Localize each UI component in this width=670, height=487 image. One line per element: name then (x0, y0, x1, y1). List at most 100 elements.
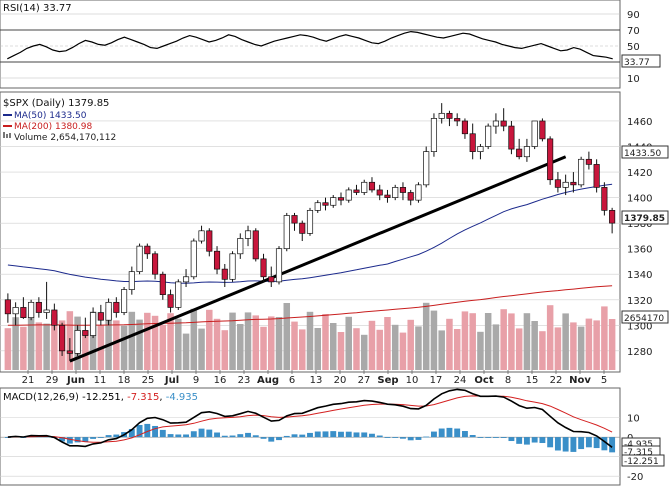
macd-hist-bar (314, 431, 321, 438)
candle-body (66, 350, 73, 354)
candle-body (322, 202, 329, 206)
x-tick-label: 10 (406, 375, 419, 386)
volume-bar (407, 319, 414, 370)
macd-hist-bar (578, 437, 585, 450)
volume-bar (120, 325, 128, 370)
rsi-tick-label: 50 (627, 42, 640, 53)
volume-bar (577, 326, 585, 370)
volume-bar (291, 321, 298, 370)
volume-bar (229, 312, 236, 370)
macd-line (7, 388, 613, 448)
candle-body (43, 309, 50, 313)
volume-bar (20, 326, 27, 370)
candle-body (28, 301, 35, 318)
candle-body (492, 120, 499, 127)
macd-hist-bar (245, 432, 251, 438)
price-tick-label: 1420 (627, 168, 652, 179)
macd-signal-line (7, 395, 613, 443)
volume-bar (446, 318, 453, 370)
rsi-value-box: 33.77 (621, 54, 661, 68)
macd-hist-bar (128, 428, 135, 438)
volume-bar (593, 320, 600, 370)
price-tick-label: 1340 (627, 270, 652, 281)
candle-body (461, 120, 468, 135)
volume-bar (368, 320, 376, 370)
macd-hist-bar (485, 437, 492, 438)
macd-hist-bar (547, 437, 554, 448)
candle-body (554, 179, 561, 188)
volume-bar (477, 331, 484, 370)
volume-bar (244, 312, 252, 370)
x-tick-label: Oct (474, 375, 493, 386)
volume-bar (500, 309, 507, 370)
volume-bar (175, 318, 182, 370)
macd-hist-bar (500, 437, 507, 438)
ma200-legend: MA(200) 1380.98 (3, 122, 92, 132)
candle-body (578, 158, 585, 186)
svg-text:MA(50) 1433.50: MA(50) 1433.50 (14, 111, 87, 121)
candle-body (167, 294, 174, 308)
x-tick-label: 24 (454, 375, 467, 386)
macd-hist-bar (384, 437, 391, 438)
macd-hist-bar (190, 431, 197, 438)
x-tick-label: 11 (94, 375, 107, 386)
volume-bar (554, 327, 562, 370)
macd-hist-bar (461, 431, 468, 438)
rsi-tick-label: 70 (627, 26, 640, 37)
macd-hist-bar (400, 437, 406, 439)
macd-hist-bar (423, 436, 430, 438)
candle-body (353, 189, 360, 193)
volume-bar (144, 312, 151, 370)
macd-hist-bar (159, 429, 166, 438)
volume-bar (329, 323, 337, 370)
volume-bar (105, 308, 112, 370)
svg-text:-12.251: -12.251 (624, 457, 659, 467)
candle-body (361, 181, 368, 193)
volume-bar (508, 313, 515, 370)
candle-body (291, 215, 298, 224)
volume-bar (391, 324, 399, 370)
macd-hist-bar (74, 437, 81, 443)
candle-body (531, 120, 538, 147)
macd-hist-bar (477, 437, 484, 438)
macd-hist-bar (183, 434, 189, 438)
symbol-label: $SPX (Daily) 1379.85 (3, 98, 109, 109)
candle-body (601, 187, 608, 211)
x-tick-label: Jun (66, 375, 85, 386)
macd-hist-bar (407, 437, 414, 441)
macd-hist-bar (531, 437, 538, 443)
macd-hist-bar (283, 435, 290, 438)
x-tick-label: 16 (214, 375, 227, 386)
candle-body (159, 273, 166, 296)
candle-body (12, 307, 19, 315)
candle-body (399, 187, 407, 193)
macd-hist-bar (431, 431, 437, 438)
x-tick-label: 18 (118, 375, 131, 386)
volume-bar (136, 319, 143, 370)
candle-body (35, 301, 42, 313)
volume-bar (275, 317, 283, 370)
volume-bar (260, 326, 267, 370)
candle-body (59, 324, 66, 352)
macd-hist-bar (252, 435, 259, 438)
macd-hist-bar (136, 425, 143, 438)
volume-bar (337, 332, 345, 370)
macd-hist-bar (338, 431, 344, 438)
x-tick-label: 27 (358, 375, 371, 386)
candle-body (516, 148, 523, 158)
macd-hist-bar (469, 435, 476, 438)
x-tick-label: 5 (601, 375, 607, 386)
price-tick-label: 1460 (627, 117, 652, 128)
volume-bar (438, 330, 445, 370)
svg-text:1433.50: 1433.50 (624, 149, 661, 159)
x-tick-label: 22 (550, 375, 563, 386)
last-price-box: 1379.85 (621, 210, 669, 225)
macd-histogram (4, 423, 616, 453)
svg-text:Volume 2,654,170,112: Volume 2,654,170,112 (14, 133, 116, 143)
candle-body (454, 118, 461, 122)
macd-hist-bar (299, 434, 306, 438)
macd-value-box: -12.251 (621, 454, 665, 467)
macd-hist-bar (59, 437, 66, 442)
candle-body (407, 192, 414, 201)
volume-bar (167, 313, 174, 370)
